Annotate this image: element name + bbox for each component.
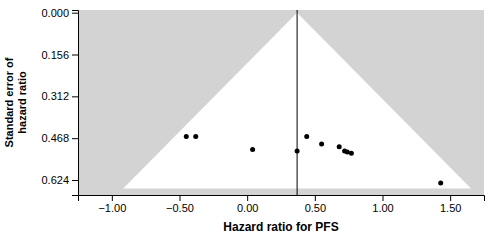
x-tick-mark	[315, 195, 316, 201]
x-tick: 1.00	[372, 195, 393, 214]
y-axis-line	[72, 11, 79, 196]
y-tick-mark	[72, 96, 78, 97]
y-tick: 0.312	[41, 90, 78, 102]
y-tick: 0.156	[41, 49, 78, 61]
x-tick-label: 0.50	[305, 202, 326, 214]
y-tick-label: 0.156	[41, 49, 69, 61]
point	[250, 147, 255, 152]
point	[337, 144, 342, 149]
x-axis-line	[79, 196, 485, 202]
y-tick: 0.468	[41, 132, 78, 144]
x-tick-mark	[450, 195, 451, 201]
y-tick-mark	[72, 180, 78, 181]
y-axis-title: Standard error ofhazard ratio	[3, 57, 28, 147]
x-tick-mark	[112, 195, 113, 201]
x-tick-label: −1.00	[98, 202, 126, 214]
point	[295, 149, 300, 154]
x-tick-label: 0.00	[237, 202, 258, 214]
x-tick-label: 1.00	[372, 202, 393, 214]
point	[319, 142, 324, 147]
y-tick-mark	[72, 138, 78, 139]
point	[349, 151, 354, 156]
y-tick-label: 0.312	[41, 90, 69, 102]
point	[438, 180, 443, 185]
x-axis: −1.00 −0.50 0.00 0.50 1.00 1.50	[79, 195, 485, 214]
x-tick-label: −0.50	[166, 202, 194, 214]
y-tick: 0.000	[41, 7, 78, 19]
x-tick-mark	[180, 195, 181, 201]
x-tick: −0.50	[166, 195, 194, 214]
marks	[123, 10, 471, 195]
y-tick-mark	[72, 13, 78, 14]
plot-background	[78, 10, 484, 195]
x-tick: 0.00	[237, 195, 258, 214]
x-tick: −1.00	[98, 195, 126, 214]
plot: −1.00 −0.50 0.00 0.50 1.00 1.50 0.000 0.156 0.31…	[41, 7, 484, 214]
point	[304, 134, 309, 139]
x-axis-title: Hazard ratio for PFS	[223, 220, 338, 234]
x-tick: 0.50	[305, 195, 326, 214]
y-tick-label: 0.468	[41, 132, 69, 144]
y-axis: 0.000 0.156 0.312 0.468 0.624	[41, 7, 78, 196]
chart: −1.00 −0.50 0.00 0.50 1.00 1.50 0.000 0.156 0.31…	[0, 0, 500, 237]
y-tick-label: 0.624	[41, 174, 69, 186]
point	[184, 134, 189, 139]
x-tick-label: 1.50	[440, 202, 461, 214]
y-tick-label: 0.000	[41, 7, 69, 19]
x-tick-mark	[383, 195, 384, 201]
point	[193, 134, 198, 139]
y-tick: 0.624	[41, 174, 78, 186]
x-tick-mark	[247, 195, 248, 201]
reference-line	[297, 10, 298, 195]
x-tick: 1.50	[440, 195, 461, 214]
y-tick-mark	[72, 55, 78, 56]
